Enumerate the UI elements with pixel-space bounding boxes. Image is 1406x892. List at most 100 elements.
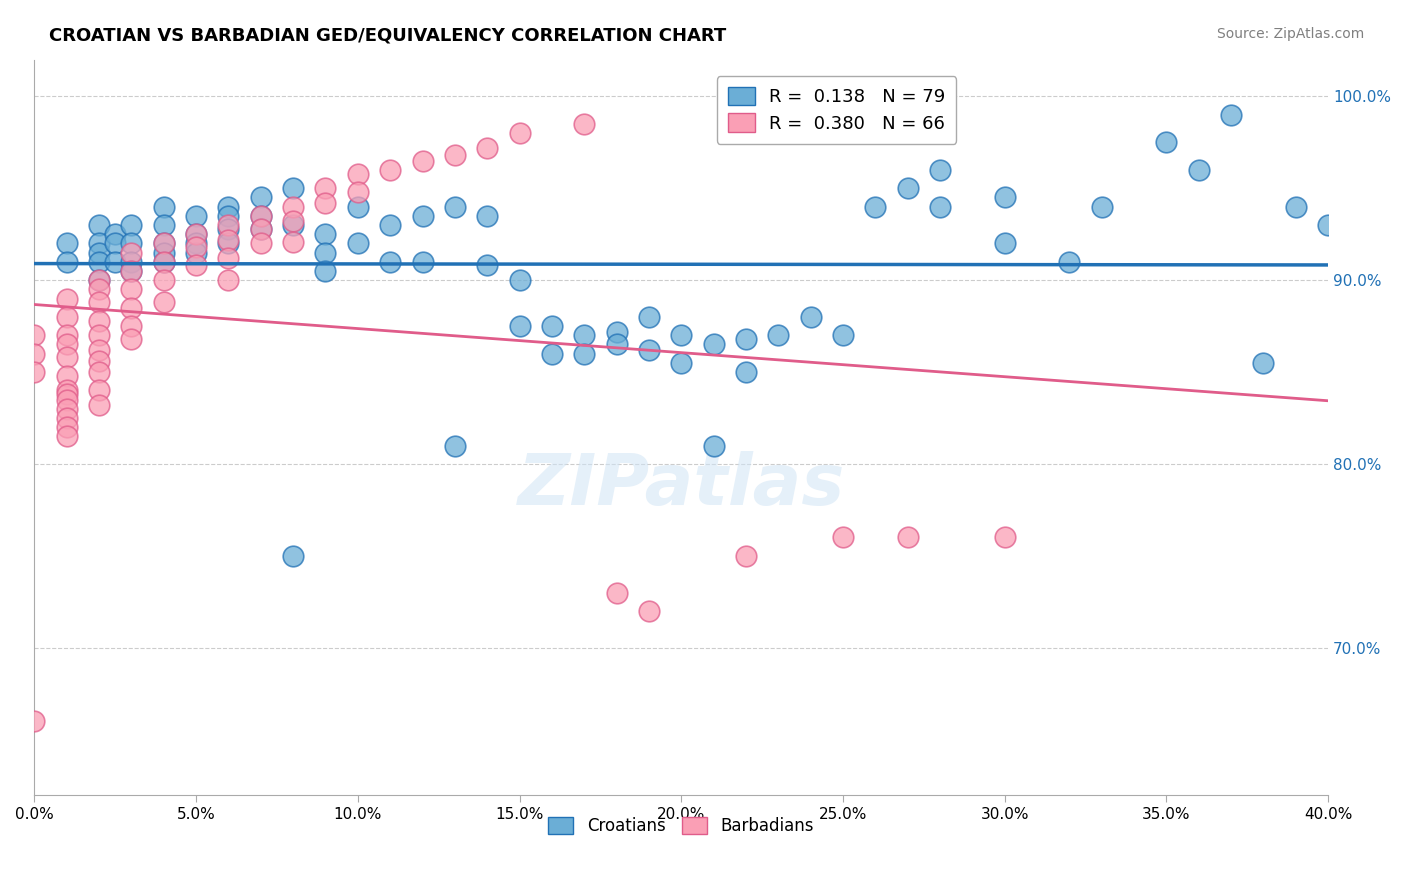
Point <box>768 328 790 343</box>
Point <box>22 365 45 379</box>
Point <box>55 328 77 343</box>
Point <box>444 148 467 162</box>
Point <box>217 218 239 232</box>
Point <box>249 221 271 235</box>
Point <box>120 282 142 296</box>
Point <box>638 310 661 324</box>
Point <box>574 346 596 360</box>
Point <box>55 401 77 416</box>
Point <box>703 438 725 452</box>
Point <box>412 254 434 268</box>
Point <box>346 236 368 251</box>
Point <box>87 313 110 327</box>
Point <box>55 384 77 398</box>
Point <box>477 209 499 223</box>
Point <box>104 236 127 251</box>
Point <box>152 295 174 310</box>
Point <box>87 273 110 287</box>
Point <box>735 332 758 346</box>
Point <box>865 200 887 214</box>
Point <box>87 398 110 412</box>
Point <box>412 153 434 168</box>
Point <box>509 273 531 287</box>
Point <box>87 384 110 398</box>
Point <box>346 200 368 214</box>
Point <box>55 310 77 324</box>
Point <box>638 343 661 357</box>
Point <box>509 319 531 334</box>
Point <box>346 167 368 181</box>
Point <box>55 429 77 443</box>
Point <box>606 325 628 339</box>
Point <box>606 337 628 351</box>
Point <box>832 328 855 343</box>
Point <box>929 162 952 177</box>
Point <box>281 218 304 232</box>
Point <box>929 200 952 214</box>
Point <box>152 245 174 260</box>
Point <box>281 235 304 249</box>
Point <box>281 549 304 563</box>
Point <box>87 236 110 251</box>
Point <box>1059 254 1081 268</box>
Point <box>897 530 920 544</box>
Point <box>994 190 1017 204</box>
Point <box>184 209 207 223</box>
Point <box>87 254 110 268</box>
Point <box>477 141 499 155</box>
Point <box>152 254 174 268</box>
Point <box>249 221 271 235</box>
Text: CROATIAN VS BARBADIAN GED/EQUIVALENCY CORRELATION CHART: CROATIAN VS BARBADIAN GED/EQUIVALENCY CO… <box>49 27 727 45</box>
Point <box>671 328 693 343</box>
Point <box>152 236 174 251</box>
Point <box>832 530 855 544</box>
Point <box>184 259 207 273</box>
Point <box>249 209 271 223</box>
Point <box>152 236 174 251</box>
Point <box>217 251 239 265</box>
Point <box>87 354 110 368</box>
Point <box>1285 200 1308 214</box>
Text: ZIPatlas: ZIPatlas <box>517 451 845 520</box>
Point <box>249 209 271 223</box>
Point <box>735 549 758 563</box>
Point <box>120 319 142 334</box>
Point <box>217 273 239 287</box>
Point <box>120 254 142 268</box>
Point <box>120 236 142 251</box>
Point <box>87 365 110 379</box>
Point <box>55 387 77 401</box>
Point <box>314 227 336 242</box>
Point <box>152 273 174 287</box>
Point <box>314 196 336 211</box>
Point <box>104 227 127 242</box>
Point <box>55 337 77 351</box>
Point <box>55 351 77 365</box>
Point <box>412 209 434 223</box>
Point <box>184 245 207 260</box>
Point <box>184 236 207 251</box>
Point <box>55 420 77 434</box>
Point <box>104 254 127 268</box>
Point <box>1156 136 1178 150</box>
Point <box>314 181 336 195</box>
Point <box>217 221 239 235</box>
Point <box>477 259 499 273</box>
Point <box>638 604 661 618</box>
Point <box>120 264 142 278</box>
Point <box>1091 200 1114 214</box>
Point <box>120 218 142 232</box>
Point <box>55 292 77 306</box>
Point <box>217 236 239 251</box>
Point <box>606 585 628 599</box>
Point <box>184 240 207 254</box>
Point <box>897 181 920 195</box>
Point <box>152 200 174 214</box>
Point <box>281 181 304 195</box>
Point <box>184 227 207 242</box>
Point <box>281 214 304 228</box>
Point <box>703 337 725 351</box>
Point <box>444 438 467 452</box>
Point <box>314 245 336 260</box>
Point <box>541 319 564 334</box>
